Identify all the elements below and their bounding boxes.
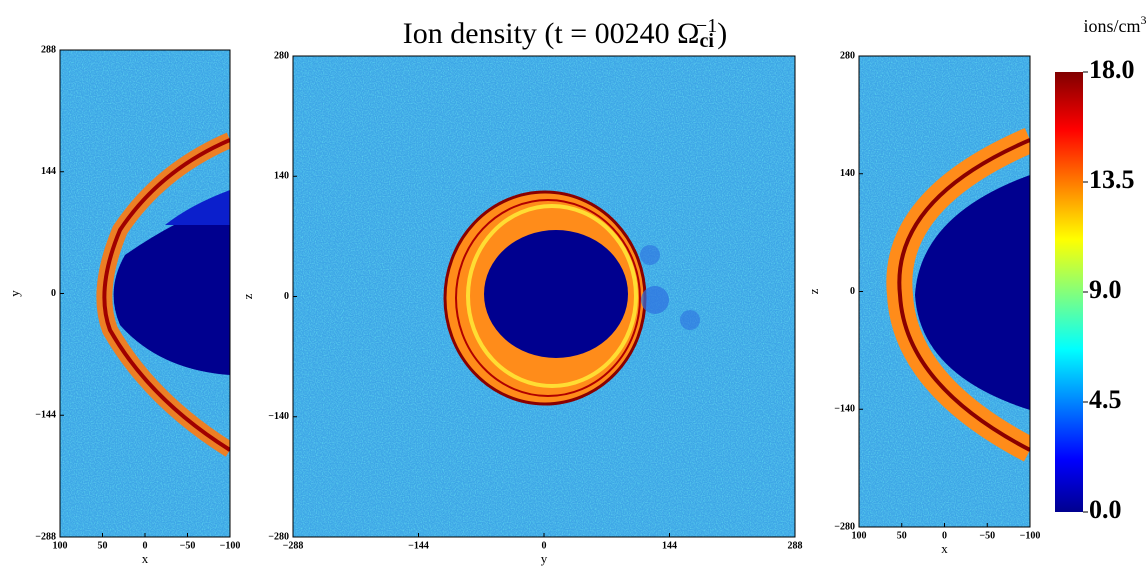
title: Ion density (t = 00240 Ωci−1) — [403, 15, 727, 52]
colorbar-tick-label: 13.5 — [1089, 165, 1135, 194]
y-tick-label: −280 — [268, 531, 289, 542]
y-tick-label: 0 — [51, 288, 56, 299]
x-tick-label: 100 — [852, 530, 867, 541]
y-tick-label: −288 — [35, 531, 56, 542]
x-tick-label: −100 — [1020, 530, 1041, 541]
colorbar-tick-label: 4.5 — [1089, 385, 1122, 414]
x-tick-label: −288 — [283, 540, 304, 551]
y-tick-label: 0 — [850, 286, 855, 297]
features — [96, 128, 1030, 462]
y-tick-label: −144 — [35, 410, 56, 421]
colorbar — [1055, 72, 1083, 512]
y-tick-label: 144 — [41, 166, 56, 177]
colorbar-tick-label: 0.0 — [1089, 495, 1122, 524]
x-tick-label: −50 — [979, 530, 995, 541]
x-tick-label: −50 — [180, 540, 196, 551]
y-tick-label: −280 — [834, 521, 855, 532]
x-tick-label: −100 — [220, 540, 241, 551]
x-tick-label: 50 — [98, 540, 108, 551]
x-axis-label: y — [541, 551, 548, 566]
y-tick-label: 140 — [840, 168, 855, 179]
y-axis-label: y — [7, 290, 22, 297]
y-axis-label: z — [806, 288, 821, 294]
y-tick-label: 280 — [840, 50, 855, 61]
y-tick-label: 140 — [274, 171, 289, 182]
x-tick-label: 0 — [542, 540, 547, 551]
colorbar-tick-label: 9.0 — [1089, 275, 1122, 304]
x-tick-label: 0 — [942, 530, 947, 541]
y-axis-label: z — [240, 293, 255, 299]
x-tick-label: 50 — [897, 530, 907, 541]
x-axis-label: x — [941, 541, 948, 556]
x-tick-label: 288 — [788, 540, 803, 551]
colorbar-label: ions/cm3 — [1084, 13, 1147, 36]
x-tick-label: 0 — [143, 540, 148, 551]
y-tick-label: 0 — [284, 291, 289, 302]
x-axis-label: x — [142, 551, 149, 566]
y-tick-label: 288 — [41, 44, 56, 55]
y-tick-label: −140 — [834, 404, 855, 415]
x-tick-label: −144 — [408, 540, 429, 551]
x-tick-label: 100 — [53, 540, 68, 551]
x-tick-label: 144 — [662, 540, 677, 551]
y-tick-label: 280 — [274, 50, 289, 61]
y-tick-label: −140 — [268, 411, 289, 422]
colorbar-tick-label: 18.0 — [1089, 55, 1135, 84]
